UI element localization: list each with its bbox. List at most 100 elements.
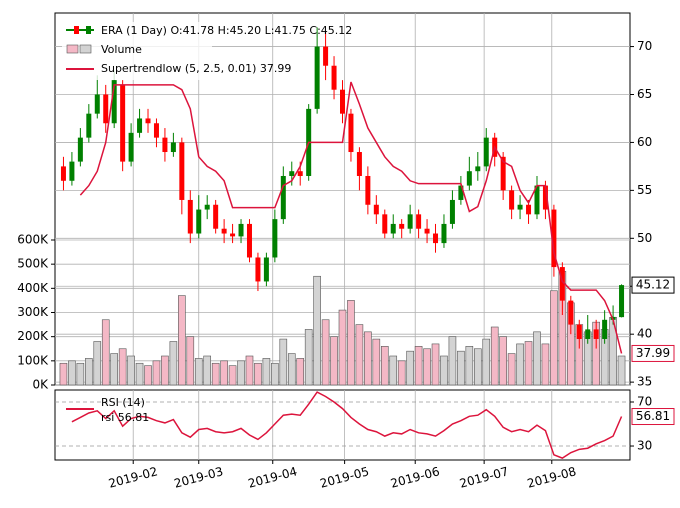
x-tick-label: 2019-08 bbox=[526, 464, 578, 491]
volume-bar bbox=[93, 341, 102, 386]
volume-bar bbox=[211, 362, 220, 386]
y-tick-label: 70 bbox=[637, 394, 652, 408]
volume-bar bbox=[186, 336, 195, 386]
x-tick-label: 2019-02 bbox=[107, 464, 159, 491]
x-tick-label: 2019-07 bbox=[458, 464, 510, 491]
candle-body bbox=[542, 185, 548, 210]
volume-bar bbox=[279, 338, 288, 386]
volume-bar bbox=[110, 353, 118, 386]
candle-body bbox=[120, 84, 126, 162]
y-tick-label: 65 bbox=[637, 87, 652, 101]
candle-body bbox=[399, 223, 405, 229]
candle-body bbox=[238, 223, 244, 237]
candle-body bbox=[585, 329, 591, 339]
volume-bar bbox=[321, 319, 330, 386]
supertrend-line bbox=[79, 81, 623, 354]
candle-body bbox=[162, 137, 168, 153]
volume-bar bbox=[423, 348, 431, 386]
legend-volume-icon bbox=[79, 44, 92, 54]
candle-body bbox=[602, 319, 608, 339]
y-tick-label: 55 bbox=[637, 183, 652, 197]
volume-bar bbox=[237, 360, 245, 386]
volume-bar bbox=[76, 362, 85, 386]
volume-bar bbox=[617, 355, 626, 386]
legend-label: RSI (14) bbox=[101, 396, 145, 409]
price-tag bbox=[631, 344, 675, 362]
legend-label: rsi 56.81 bbox=[101, 411, 149, 424]
volume-bar bbox=[457, 350, 465, 386]
volume-bar bbox=[85, 358, 93, 386]
price-tag bbox=[631, 276, 675, 294]
candle-body bbox=[534, 185, 540, 215]
candle-body bbox=[475, 166, 481, 172]
volume-bar bbox=[203, 355, 212, 386]
volume-bar bbox=[440, 355, 448, 386]
volume-bar bbox=[541, 343, 550, 386]
volume-bar bbox=[473, 348, 482, 386]
volume-bar bbox=[296, 358, 305, 386]
volume-bar bbox=[516, 343, 524, 386]
y-tick-label: 60 bbox=[637, 135, 652, 149]
volume-bar bbox=[161, 355, 169, 386]
y-tick-label: 100K bbox=[17, 353, 49, 367]
volume-bar bbox=[338, 309, 347, 386]
price-tag-label: 56.81 bbox=[636, 409, 670, 423]
y-tick-label: 40 bbox=[637, 327, 652, 341]
candle-body bbox=[230, 233, 236, 237]
volume-bar bbox=[101, 319, 110, 386]
candle-body bbox=[593, 329, 599, 339]
candle-body bbox=[145, 118, 151, 124]
legend-volume-icon bbox=[66, 44, 79, 54]
volume-bar bbox=[499, 336, 507, 386]
price-tag-label: 37.99 bbox=[636, 346, 670, 360]
candle-body bbox=[86, 113, 92, 138]
volume-bar bbox=[347, 300, 355, 386]
candle-body bbox=[576, 324, 582, 339]
x-tick-label: 2019-04 bbox=[247, 464, 299, 491]
y-tick-label: 30 bbox=[637, 439, 652, 453]
y-tick-label: 500K bbox=[17, 257, 49, 271]
volume-bar bbox=[118, 348, 127, 386]
candle-body bbox=[619, 285, 625, 318]
volume-bar bbox=[355, 324, 364, 386]
x-tick-label: 2019-06 bbox=[389, 464, 441, 491]
volume-bar bbox=[152, 360, 161, 386]
volume-bar bbox=[406, 350, 414, 386]
candle-body bbox=[416, 214, 422, 229]
candle-body bbox=[483, 137, 489, 167]
volume-bar bbox=[372, 338, 381, 386]
volume-bar bbox=[465, 346, 474, 386]
volume-bar bbox=[135, 362, 144, 386]
candle-body bbox=[382, 214, 388, 234]
candle-body bbox=[255, 257, 261, 282]
volume-bar bbox=[68, 360, 76, 386]
candle-body bbox=[77, 137, 83, 162]
volume-bar bbox=[144, 365, 152, 386]
candle-body bbox=[246, 223, 252, 258]
volume-bar bbox=[313, 275, 321, 386]
volume-bar bbox=[448, 336, 457, 386]
candle-body bbox=[424, 228, 430, 234]
legend-label: Volume bbox=[101, 43, 142, 56]
volume-bar bbox=[414, 346, 423, 386]
volume-bar bbox=[262, 358, 271, 386]
volume-bar bbox=[431, 343, 440, 386]
candle-body bbox=[297, 171, 303, 176]
volume-bar bbox=[507, 353, 516, 386]
volume-bar bbox=[490, 326, 499, 386]
candle-body bbox=[221, 228, 227, 234]
volume-bar bbox=[127, 355, 135, 386]
candle-body bbox=[196, 209, 202, 234]
candle-body bbox=[280, 175, 286, 220]
candle-body bbox=[407, 214, 413, 229]
candle-body bbox=[272, 219, 278, 258]
candle-body bbox=[526, 204, 532, 215]
candle-body bbox=[128, 132, 134, 162]
candle-body bbox=[559, 267, 565, 301]
candle-body bbox=[314, 46, 320, 109]
candle-body bbox=[103, 94, 109, 124]
price-tag bbox=[631, 408, 675, 426]
legend-label: Supertrendlow (5, 2.5, 0.01) 37.99 bbox=[101, 62, 291, 75]
